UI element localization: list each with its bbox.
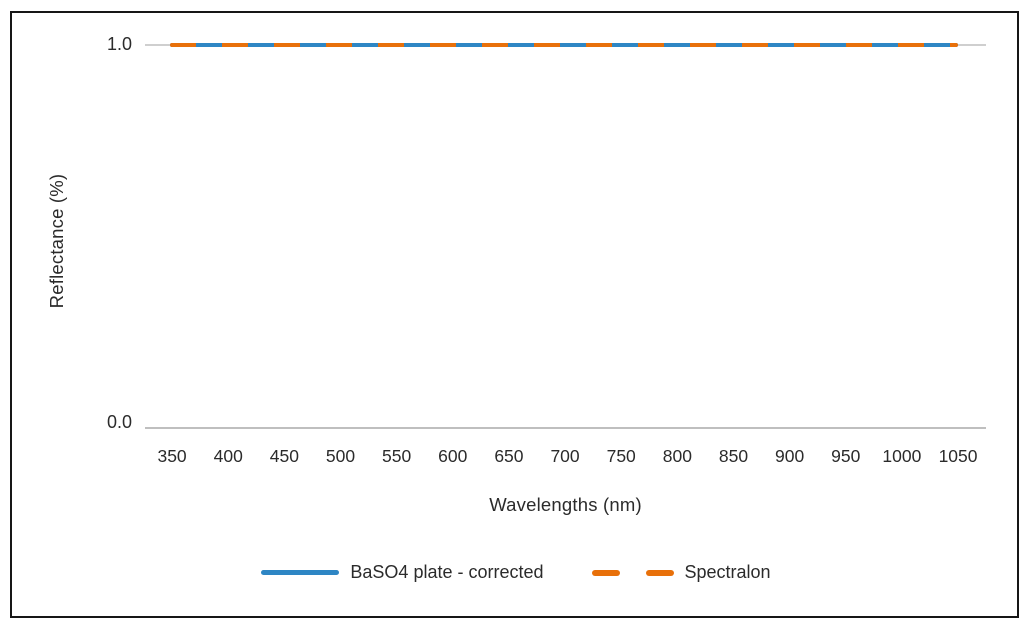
- x-axis-title: Wavelengths (nm): [489, 494, 642, 515]
- x-tick-label: 750: [606, 446, 636, 466]
- y-tick-label-1.0: 1.0: [106, 34, 132, 54]
- legend-label-spectralon: Spectralon: [684, 562, 771, 582]
- series-line-spectralon-dashed: [170, 42, 958, 48]
- x-tick-label: 850: [718, 446, 749, 466]
- x-tick-label: 500: [325, 446, 356, 466]
- x-tick-label: 450: [269, 446, 299, 466]
- x-tick-label: 800: [662, 446, 692, 466]
- chart-border-frame: [10, 11, 1019, 618]
- x-tick-label: 550: [382, 446, 412, 466]
- legend-swatch-solid-blue: [261, 569, 340, 576]
- legend-item-spectralon: Spectralon: [591, 562, 771, 583]
- x-tick-label: 700: [550, 446, 580, 466]
- y-tick-label-0.0: 0.0: [106, 412, 132, 432]
- legend-swatch-dashed-orange: [591, 569, 674, 576]
- x-tick-label: 1000: [882, 446, 922, 466]
- x-tick-label: 650: [494, 446, 524, 466]
- x-tick-label: 400: [213, 446, 243, 466]
- x-tick-label: 600: [438, 446, 468, 466]
- x-tick-label: 350: [157, 446, 187, 466]
- x-tick-labels: 350 400 450 500 550 600 650 700 750 800 …: [144, 446, 986, 467]
- x-tick-label: 1050: [938, 446, 978, 466]
- y-axis-title: Reflectance (%): [46, 173, 67, 309]
- x-axis-line: [145, 427, 986, 429]
- x-tick-label: 900: [775, 446, 805, 466]
- legend-label-baso4: BaSO4 plate - corrected: [350, 562, 544, 582]
- chart-legend: BaSO4 plate - corrected Spectralon: [0, 562, 1032, 583]
- legend-item-baso4: BaSO4 plate - corrected: [261, 562, 544, 583]
- x-tick-label: 950: [831, 446, 861, 466]
